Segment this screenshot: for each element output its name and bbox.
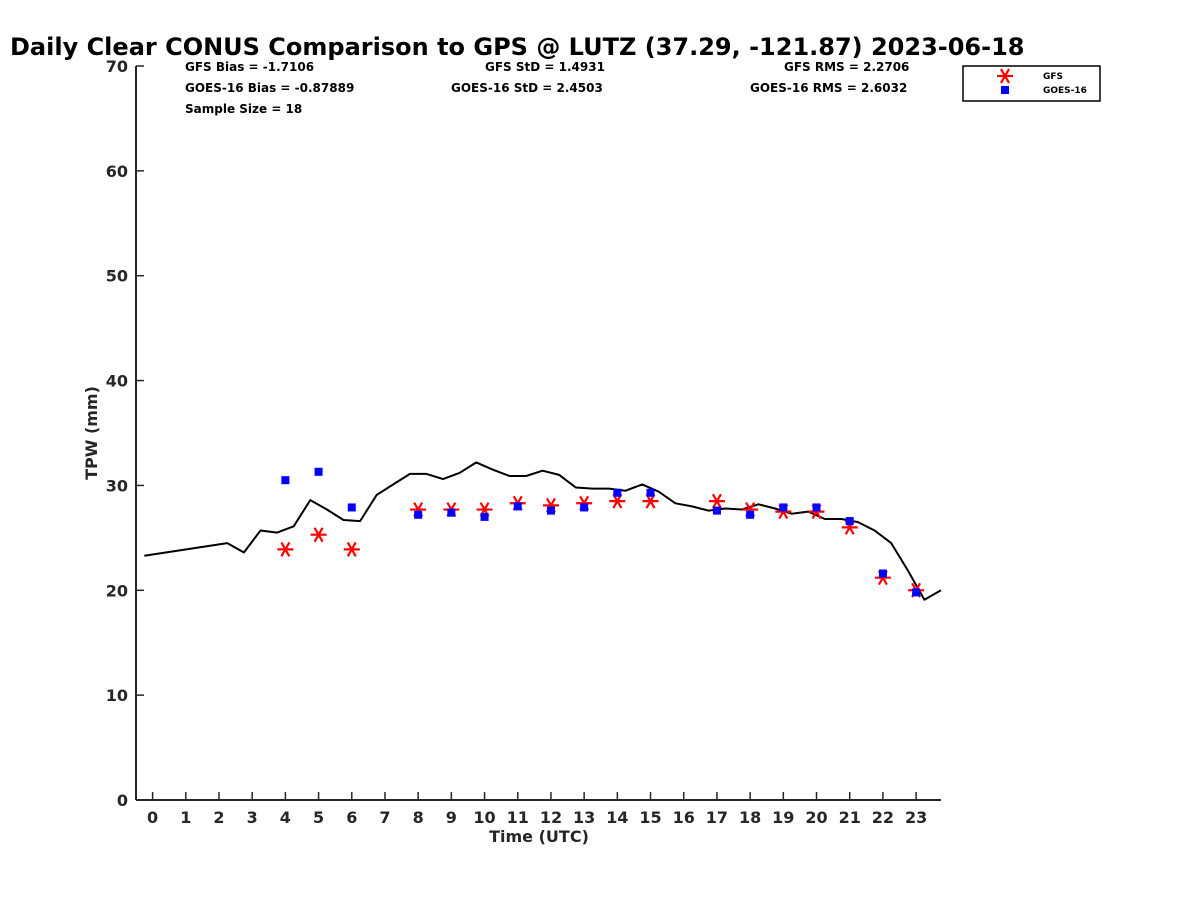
x-tick-label: 5	[313, 808, 324, 827]
x-tick-label: 1	[180, 808, 191, 827]
goes-point	[447, 508, 456, 517]
goes-std-stat: GOES-16 StD = 2.4503	[451, 81, 603, 95]
legend-gfs-label: GFS	[1043, 72, 1063, 82]
x-tick-label: 11	[507, 808, 529, 827]
x-axis-label: Time (UTC)	[489, 827, 589, 846]
goes-point	[580, 503, 589, 512]
x-tick-label: 2	[213, 808, 224, 827]
x-tick-label: 3	[247, 808, 258, 827]
goes-point	[480, 512, 489, 521]
goes-point	[845, 517, 854, 526]
gps-line-layer	[144, 461, 942, 601]
x-tick-label: 6	[346, 808, 357, 827]
y-tick-label: 50	[106, 267, 128, 286]
gps-line	[144, 461, 942, 601]
y-tick-label: 30	[106, 476, 128, 495]
y-tick-label: 10	[106, 686, 128, 705]
x-tick-label: 23	[905, 808, 927, 827]
x-tick-label: 15	[639, 808, 661, 827]
x-tick-label: 16	[673, 808, 695, 827]
x-tick-label: 4	[280, 808, 291, 827]
goes-point	[912, 588, 921, 597]
x-tick-label: 8	[413, 808, 424, 827]
legend-goes-label: GOES-16	[1043, 86, 1087, 96]
x-tick-label: 19	[772, 808, 794, 827]
goes-point	[513, 502, 522, 511]
goes-point	[281, 476, 290, 485]
y-tick-label: 70	[106, 57, 128, 76]
gfs-point	[343, 541, 360, 557]
goes-rms-stat: GOES-16 RMS = 2.6032	[750, 81, 907, 95]
x-tick-label: 18	[739, 808, 761, 827]
goes-point	[746, 510, 755, 519]
x-tick-label: 13	[573, 808, 595, 827]
marks-layer	[277, 467, 925, 598]
goes-point	[646, 488, 655, 497]
goes-point	[878, 569, 887, 578]
x-tick-label: 12	[540, 808, 562, 827]
gfs-point	[310, 527, 327, 543]
x-tick-label: 14	[606, 808, 628, 827]
goes-point	[613, 488, 622, 497]
y-tick-label: 60	[106, 162, 128, 181]
goes-point	[812, 503, 821, 512]
legend: GFS GOES-16	[962, 65, 1101, 102]
y-tick-label: 40	[106, 372, 128, 391]
goes-point	[546, 506, 555, 515]
axes: 0 1 2 3 4 5 6 7 8 9 10 11 12 13 14 15 16 17 18 19 20 21 22 2301…	[106, 57, 941, 827]
y-tick-label: 0	[117, 791, 128, 810]
chart-title: Daily Clear CONUS Comparison to GPS @ LU…	[10, 33, 1025, 61]
legend-box	[962, 65, 1101, 102]
y-axis-label: TPW (mm)	[82, 386, 101, 480]
gfs-bias-stat: GFS Bias = -1.7106	[185, 60, 314, 74]
x-tick-label: 17	[706, 808, 728, 827]
gfs-point	[277, 541, 294, 557]
x-tick-label: 22	[872, 808, 894, 827]
x-tick-label: 21	[839, 808, 861, 827]
legend-goes-marker	[1001, 86, 1009, 94]
goes-point	[414, 510, 423, 519]
x-tick-label: 0	[147, 808, 158, 827]
goes-point	[779, 503, 788, 512]
goes-point	[347, 503, 356, 512]
x-tick-label: 7	[379, 808, 390, 827]
gfs-rms-stat: GFS RMS = 2.2706	[784, 60, 909, 74]
y-tick-label: 20	[106, 581, 128, 600]
legend-gfs-marker	[997, 68, 1013, 84]
goes-bias-stat: GOES-16 Bias = -0.87889	[185, 81, 354, 95]
gfs-std-stat: GFS StD = 1.4931	[485, 60, 605, 74]
sample-size-stat: Sample Size = 18	[185, 102, 302, 116]
x-tick-label: 10	[473, 808, 495, 827]
x-tick-label: 20	[805, 808, 827, 827]
legend-gfs-asterisk	[997, 68, 1013, 84]
gfs-point	[708, 493, 725, 509]
x-tick-label: 9	[446, 808, 457, 827]
goes-point	[314, 467, 323, 476]
goes-point	[712, 506, 721, 515]
